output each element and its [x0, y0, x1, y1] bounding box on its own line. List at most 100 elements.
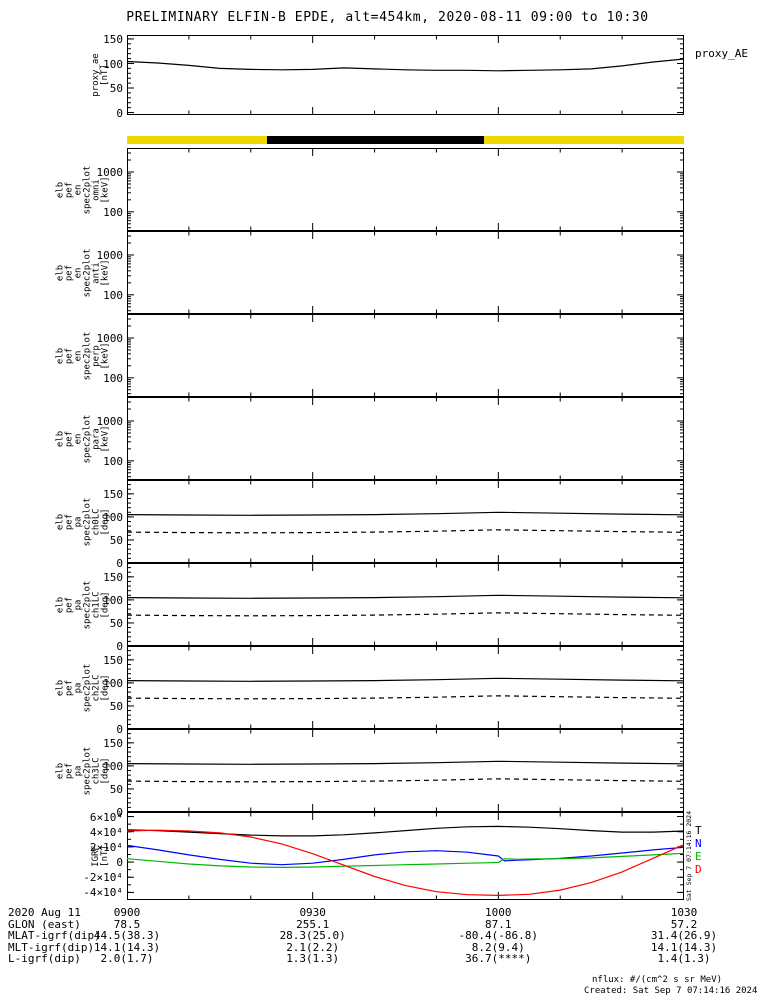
y-axis-title-elb_pef_en_spec2plot_anti: elb pef en spec2plot anti [keV] [55, 248, 110, 297]
trace-losscone [127, 594, 684, 599]
trace-losscone [127, 511, 684, 516]
axis-row-label: MLT-igrf(dip) [8, 940, 95, 954]
y-tick-label: 1000 [96, 166, 124, 179]
y-axis-title-elb_pef_en_spec2plot_omni: elb pef en spec2plot omni [keV] [55, 165, 110, 214]
y-tick-label: 150 [103, 570, 123, 584]
trace-T [127, 825, 684, 837]
panel-canvas [127, 148, 684, 231]
panel-canvas [127, 812, 684, 900]
axis-row-value: 31.4(26.9) [650, 929, 718, 942]
y-tick-label: -2×10⁴ [83, 871, 123, 885]
panel-canvas [127, 480, 684, 563]
trace-proxy_AE [127, 58, 684, 72]
y-tick-label: 50 [109, 782, 123, 796]
panel-canvas [127, 314, 684, 397]
panel-elb_pef_en_spec2plot_anti [127, 231, 684, 314]
axis-row-label: 2020 Aug 11 [8, 906, 81, 919]
y-tick-label: 0 [116, 806, 123, 819]
y-tick-label: 50 [109, 699, 123, 713]
panel-canvas [127, 729, 684, 812]
y-tick-label: 50 [109, 616, 123, 630]
panel-canvas [127, 563, 684, 646]
axis-row-value: 87.1 [485, 917, 512, 931]
y-axis-title-elb_pef_en_spec2plot_perp: elb pef en spec2plot perp [keV] [55, 331, 110, 380]
axis-row-value: 14.1(14.3) [93, 940, 161, 954]
zone-bar-segment [266, 136, 484, 144]
panel-elb_pef_pa_spec2plot_ch2LC [127, 646, 684, 729]
y-axis-title-elb_pef_en_spec2plot_para: elb pef en spec2plot para [keV] [55, 414, 110, 463]
axis-row-value: 1030 [670, 906, 698, 919]
y-tick-label: 50 [109, 82, 123, 95]
y-tick-label: 100 [103, 288, 123, 302]
axis-row-value: 1.4(1.3) [657, 952, 711, 965]
y-tick-label: 0 [116, 856, 123, 870]
y-tick-label: 100 [103, 454, 123, 468]
plot-title: PRELIMINARY ELFIN-B EPDE, alt=454km, 202… [126, 10, 649, 25]
y-tick-label: 100 [103, 676, 123, 690]
y-tick-label: 0 [116, 723, 123, 736]
trace-antilosscone [127, 778, 684, 783]
y-tick-label: 6×10⁴ [89, 810, 123, 824]
trace-label-proxy_AE: proxy_AE [695, 47, 748, 60]
trace-label-N: N [695, 837, 702, 850]
y-axis-title-elb_pef_pa_spec2plot_ch1LC: elb pef pa spec2plot ch1LC [deg] [55, 580, 110, 629]
y-tick-label: 100 [103, 510, 123, 524]
y-tick-label: 150 [103, 653, 123, 667]
axis-row-value: -80.4(-86.8) [458, 929, 539, 942]
y-tick-label: 0 [116, 640, 123, 653]
axis-row-value: 28.3(25.0) [279, 929, 346, 942]
y-tick-label: 4×10⁴ [89, 825, 123, 839]
panel-elb_pef_pa_spec2plot_ch3LC [127, 729, 684, 812]
y-tick-label: 150 [103, 736, 123, 750]
y-axis-title-elb_pef_pa_spec2plot_ch0LC: elb pef pa spec2plot ch0LC [deg] [55, 497, 110, 546]
axis-row-value: 1000 [485, 906, 512, 919]
y-tick-label: 50 [109, 533, 123, 547]
trace-N [127, 844, 684, 866]
y-tick-label: 100 [103, 371, 123, 385]
created-timestamp: Created: Sat Sep 7 07:14:16 2024 [584, 986, 758, 996]
y-tick-label: 2×10⁴ [89, 840, 123, 854]
trace-label-D: D [695, 863, 702, 876]
y-tick-label: 100 [103, 57, 123, 71]
y-tick-label: 1000 [96, 249, 124, 262]
axis-row-value: 2.1(2.2) [286, 940, 340, 954]
y-tick-label: 100 [103, 759, 123, 773]
axis-row-value: 0930 [299, 906, 326, 919]
axis-row-value: 14.1(14.3) [650, 940, 718, 954]
trace-antilosscone [127, 529, 684, 534]
axis-row-value: 36.7(****) [465, 952, 532, 965]
axis-row-value: 0900 [113, 906, 141, 919]
trace-label-T: T [695, 824, 702, 837]
panel-canvas [127, 397, 684, 480]
y-tick-label: 1000 [96, 415, 124, 428]
flux-units-note: nflux: #/(cm^2 s sr MeV) [592, 975, 723, 985]
trace-antilosscone [127, 695, 684, 700]
y-tick-label: 100 [103, 205, 123, 219]
y-axis-title-elb_pef_pa_spec2plot_ch3LC: elb pef pa spec2plot ch3LC [deg] [55, 746, 110, 795]
panel-elb_pef_pa_spec2plot_ch0LC [127, 480, 684, 563]
zone-bar-segment [127, 136, 267, 144]
axis-row-value: 44.5(38.3) [93, 929, 161, 942]
panel-elb_pef_en_spec2plot_para [127, 397, 684, 480]
trace-D [127, 829, 684, 897]
y-tick-label: 0 [116, 106, 123, 120]
trace-E [127, 852, 684, 869]
panel-IGRF [127, 812, 684, 900]
zone-bar-segment [484, 136, 684, 144]
panel-elb_pef_pa_spec2plot_ch1LC [127, 563, 684, 646]
trace-losscone [127, 677, 684, 682]
y-tick-label: -4×10⁴ [83, 886, 123, 900]
panel-elb_pef_en_spec2plot_perp [127, 314, 684, 397]
axis-row-value: 57.2 [670, 917, 698, 931]
panel-canvas [127, 35, 684, 115]
trace-antilosscone [127, 612, 684, 617]
axis-row-label: MLAT-igrf(dip) [8, 929, 101, 942]
timestamp-side-note: Sat Sep 7 07:14:16 2024 [685, 811, 693, 902]
y-tick-label: 1000 [96, 332, 124, 345]
panel-canvas [127, 231, 684, 314]
panel-proxy_ae [127, 35, 684, 115]
trace-label-E: E [695, 850, 702, 863]
axis-row-label: L-igrf(dip) [8, 952, 81, 965]
y-tick-label: 150 [103, 32, 123, 46]
